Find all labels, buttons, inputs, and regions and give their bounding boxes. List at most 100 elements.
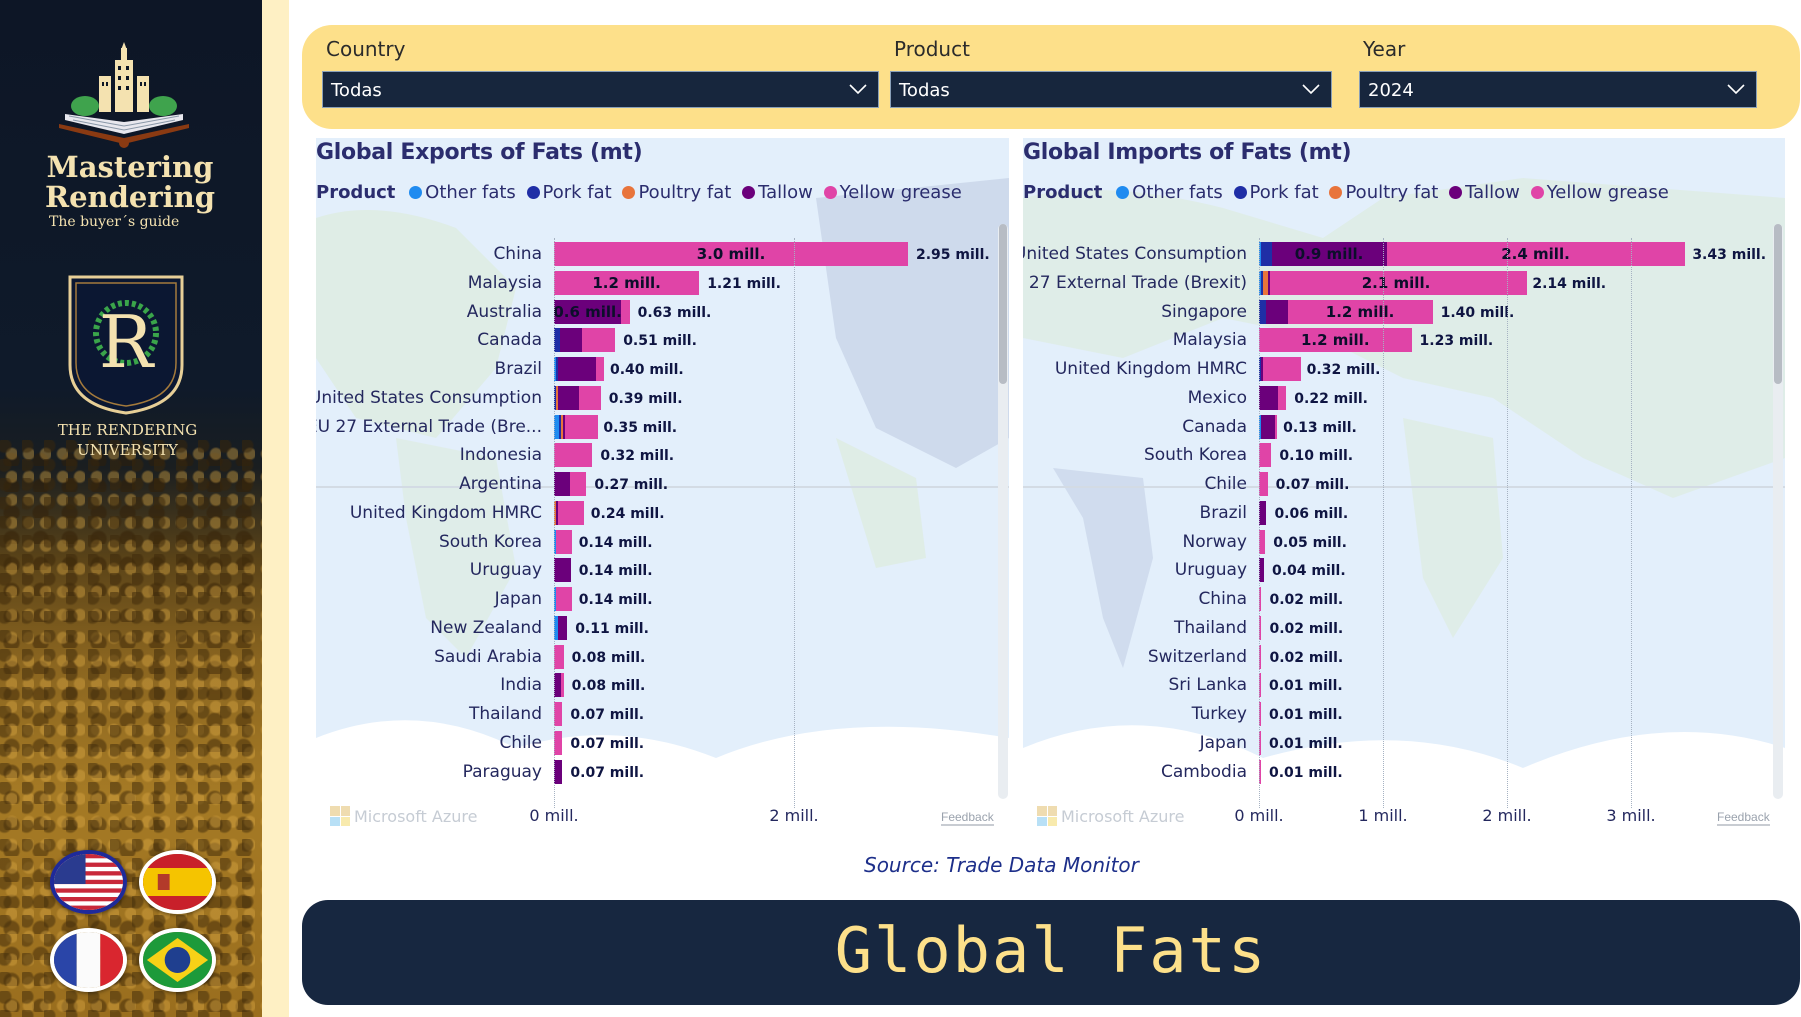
bar-row[interactable]: Chile 0.07 mill. xyxy=(316,730,1009,757)
stacked-bar[interactable] xyxy=(554,357,604,381)
stacked-bar[interactable] xyxy=(554,443,593,468)
bar-segment-other-fats[interactable] xyxy=(1259,270,1261,295)
bar-segment-yellow-grease[interactable] xyxy=(1259,472,1268,496)
bar-row[interactable]: Canada 0.13 mill. xyxy=(1023,414,1785,441)
legend-item-poultry-fat[interactable]: Poultry fat xyxy=(1329,182,1438,203)
legend-item-yellow-grease[interactable]: Yellow grease xyxy=(1530,182,1669,203)
scrollbar-thumb[interactable] xyxy=(999,224,1007,384)
bar-row[interactable]: Uruguay 0.04 mill. xyxy=(1023,558,1785,584)
bar-segment-yellow-grease[interactable] xyxy=(554,242,908,266)
stacked-bar[interactable] xyxy=(1259,414,1277,439)
stacked-bar[interactable] xyxy=(554,242,908,266)
us-flag-button[interactable] xyxy=(50,850,127,914)
bar-segment-yellow-grease[interactable] xyxy=(1287,299,1433,324)
stacked-bar[interactable] xyxy=(554,529,572,554)
stacked-bar[interactable] xyxy=(1259,500,1267,525)
bar-segment-other-fats[interactable] xyxy=(1259,242,1261,266)
bar-segment-yellow-grease[interactable] xyxy=(569,472,587,496)
legend-item-poultry-fat[interactable]: Poultry fat xyxy=(622,182,731,203)
exports-scrollbar[interactable] xyxy=(998,224,1008,799)
bar-segment-yellow-grease[interactable] xyxy=(554,270,700,295)
bar-segment-tallow[interactable] xyxy=(1259,558,1264,583)
bar-segment-yellow-grease[interactable] xyxy=(554,702,563,726)
bar-segment-yellow-grease[interactable] xyxy=(556,529,572,554)
bar-row[interactable]: New Zealand 0.11 mill. xyxy=(316,615,1009,642)
bar-segment-yellow-grease[interactable] xyxy=(554,443,593,468)
stacked-bar[interactable] xyxy=(554,587,573,611)
bar-row[interactable]: EU 27 External Trade (Bre... 0.35 mill. xyxy=(316,414,1009,441)
bar-segment-tallow[interactable] xyxy=(1261,414,1275,439)
bar-segment-tallow[interactable] xyxy=(554,558,571,583)
legend-item-tallow[interactable]: Tallow xyxy=(742,182,813,203)
bar-row[interactable]: Brazil 0.06 mill. xyxy=(1023,500,1785,527)
stacked-bar[interactable] xyxy=(1259,299,1433,324)
bar-segment-yellow-grease[interactable] xyxy=(581,328,616,353)
bar-segment-yellow-grease[interactable] xyxy=(1259,702,1261,726)
bar-segment-yellow-grease[interactable] xyxy=(1259,529,1266,554)
france-flag-button[interactable] xyxy=(50,928,127,992)
stacked-bar[interactable] xyxy=(554,472,587,496)
bar-segment-yellow-grease[interactable] xyxy=(556,587,573,611)
bar-segment-pork-fat[interactable] xyxy=(558,414,561,439)
feedback-link[interactable]: Feedback xyxy=(941,810,994,826)
bar-row[interactable]: Sri Lanka 0.01 mill. xyxy=(1023,673,1785,699)
bar-row[interactable]: South Korea 0.14 mill. xyxy=(316,529,1009,556)
bar-row[interactable]: Indonesia 0.32 mill. xyxy=(316,443,1009,469)
bar-row[interactable]: Thailand 0.07 mill. xyxy=(316,702,1009,728)
bar-segment-tallow[interactable] xyxy=(558,357,597,381)
stacked-bar[interactable] xyxy=(1259,587,1262,611)
bar-segment-yellow-grease[interactable] xyxy=(621,299,630,324)
stacked-bar[interactable] xyxy=(554,558,571,583)
bar-segment-tallow[interactable] xyxy=(560,328,582,353)
bar-row[interactable]: Mexico 0.22 mill. xyxy=(1023,385,1785,412)
bar-segment-tallow[interactable] xyxy=(554,759,563,784)
bar-segment-pork-fat[interactable] xyxy=(554,385,557,410)
stacked-bar[interactable] xyxy=(554,759,563,784)
product-dropdown[interactable]: Todas xyxy=(890,71,1332,108)
stacked-bar[interactable] xyxy=(1259,644,1262,669)
bar-row[interactable]: China 0.02 mill. xyxy=(1023,587,1785,613)
bar-row[interactable]: United Kingdom HMRC 0.32 mill. xyxy=(1023,357,1785,383)
bar-segment-tallow[interactable] xyxy=(562,414,565,439)
bar-row[interactable]: United States Consumption 0.39 mill. xyxy=(316,385,1009,412)
feedback-link[interactable]: Feedback xyxy=(1717,810,1770,826)
bar-row[interactable]: Paraguay 0.07 mill. xyxy=(316,759,1009,786)
bar-segment-yellow-grease[interactable] xyxy=(1263,357,1301,381)
brazil-flag-button[interactable] xyxy=(139,928,216,992)
bar-segment-yellow-grease[interactable] xyxy=(1259,443,1272,468)
bar-segment-tallow[interactable] xyxy=(554,299,622,324)
legend-item-yellow-grease[interactable]: Yellow grease xyxy=(823,182,962,203)
stacked-bar[interactable] xyxy=(1259,328,1412,353)
bar-row[interactable]: Norway 0.05 mill. xyxy=(1023,529,1785,556)
bar-segment-tallow[interactable] xyxy=(1261,357,1263,381)
bar-segment-pork-fat[interactable] xyxy=(1261,242,1273,266)
bar-segment-other-fats[interactable] xyxy=(554,529,556,554)
bar-row[interactable]: Malaysia 1.2 mill. 1.23 mill. xyxy=(1023,328,1785,354)
bar-segment-yellow-grease[interactable] xyxy=(561,673,564,698)
bar-segment-poultry-fat[interactable] xyxy=(556,385,559,410)
bar-row[interactable]: Japan 0.01 mill. xyxy=(1023,730,1785,757)
legend-item-tallow[interactable]: Tallow xyxy=(1449,182,1520,203)
bar-segment-tallow[interactable] xyxy=(556,500,558,525)
stacked-bar[interactable] xyxy=(554,644,564,669)
bar-segment-yellow-grease[interactable] xyxy=(554,730,563,755)
bar-segment-tallow[interactable] xyxy=(557,615,568,640)
bar-segment-poultry-fat[interactable] xyxy=(554,500,556,525)
stacked-bar[interactable] xyxy=(1259,443,1272,468)
bar-segment-pork-fat[interactable] xyxy=(1261,270,1263,295)
bar-segment-yellow-grease[interactable] xyxy=(1274,414,1277,439)
stacked-bar[interactable] xyxy=(554,414,599,439)
bar-segment-yellow-grease[interactable] xyxy=(1259,730,1261,755)
bar-segment-yellow-grease[interactable] xyxy=(1259,587,1262,611)
stacked-bar[interactable] xyxy=(554,673,564,698)
bar-segment-tallow[interactable] xyxy=(554,673,562,698)
stacked-bar[interactable] xyxy=(1259,730,1261,755)
bar-row[interactable]: Thailand 0.02 mill. xyxy=(1023,615,1785,642)
bar-segment-yellow-grease[interactable] xyxy=(1259,759,1261,784)
bar-segment-yellow-grease[interactable] xyxy=(578,385,601,410)
stacked-bar[interactable] xyxy=(1259,759,1261,784)
bar-row[interactable]: Chile 0.07 mill. xyxy=(1023,472,1785,498)
stacked-bar[interactable] xyxy=(1259,529,1266,554)
bar-row[interactable]: United Kingdom HMRC 0.24 mill. xyxy=(316,500,1009,527)
bar-segment-other-fats[interactable] xyxy=(554,414,559,439)
